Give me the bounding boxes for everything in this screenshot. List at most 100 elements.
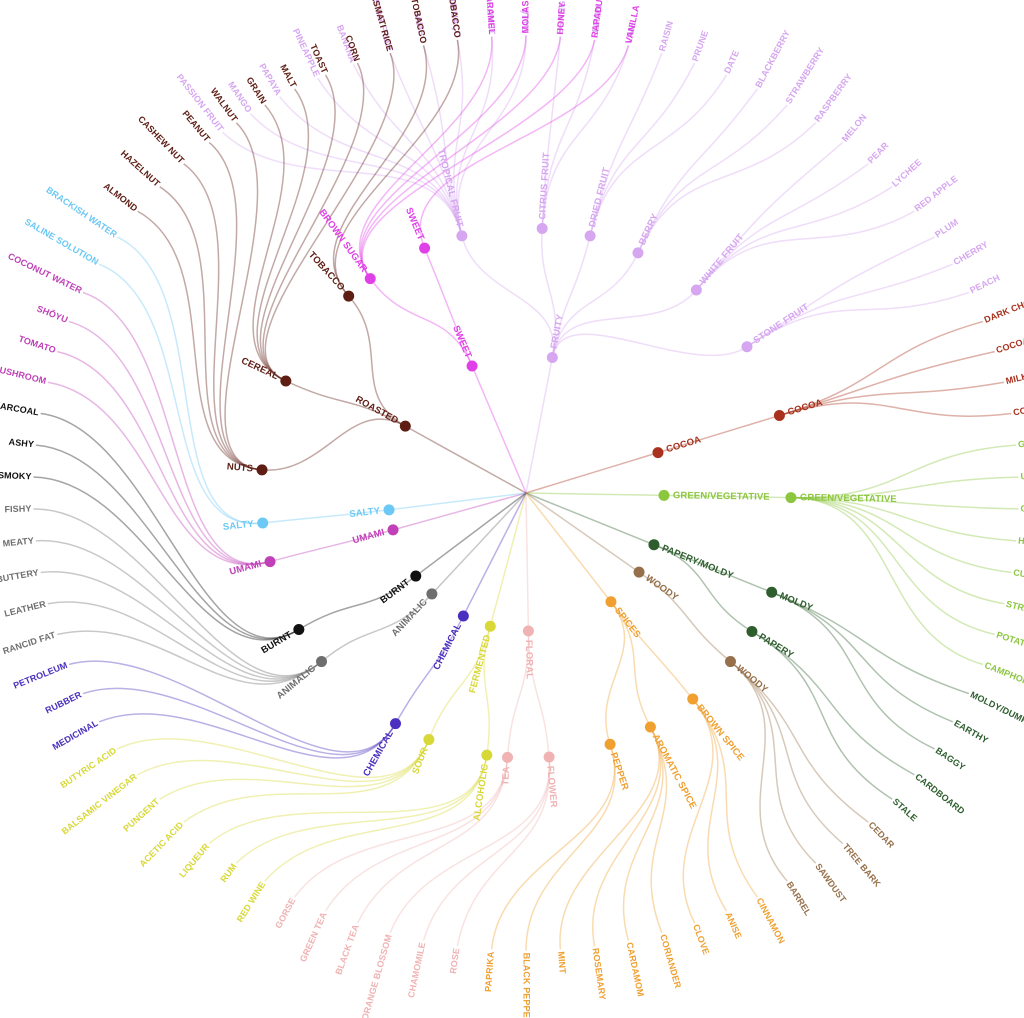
subcategory-label-aromatic-spice: AROMATIC SPICE <box>650 732 699 810</box>
link-tropical-fruit-banana <box>352 64 463 237</box>
leaf-label-cucumber: CUCUMBER <box>1013 567 1024 586</box>
link-white-fruit-lychee <box>695 186 893 291</box>
link-tea-green-tea <box>324 757 509 912</box>
link-green-vegetative-camphor <box>790 496 984 666</box>
node-flower <box>543 751 555 763</box>
leaf-label-molasses: MOLASSES <box>520 0 530 33</box>
link-sour-balsamic-vinegar <box>137 739 430 783</box>
link-roasted <box>404 425 527 494</box>
leaf-label-coconut: COCONUT <box>484 0 497 35</box>
leaf-label-garden-pea: GARDEN PEA <box>1018 433 1024 449</box>
link-fruity-tropical-fruit <box>461 235 555 358</box>
node-sweet <box>419 242 431 254</box>
link-berry-blackberry <box>637 88 758 254</box>
link-green-vegetative-straw <box>790 496 1005 605</box>
leaf-label-black-pepper: BLACK PEPPER <box>522 953 532 1018</box>
link-fruity-white-fruit <box>551 289 697 358</box>
subcategory-label-tobacco: TOBACCO <box>306 250 347 293</box>
leaf-label-petroleum: PETROLEUM <box>12 660 69 691</box>
leaf-label-ashy: ASHY <box>8 437 34 450</box>
link-berry-raspberry <box>637 122 817 254</box>
node-citrus-fruit <box>536 222 548 234</box>
leaf-label-baggy: BAGGY <box>934 745 967 772</box>
leaf-label-rose: ROSE <box>448 947 462 974</box>
leaf-label-pipe-tobacco: PIPE TOBACCO <box>443 0 463 38</box>
link-tobacco-tobacco <box>332 45 428 297</box>
link-green-vegetative-underripe <box>790 476 1019 499</box>
leaf-label-coconut-water: COCONUT WATER <box>6 251 84 296</box>
link-fruity-stone-fruit <box>551 333 748 358</box>
node-dried-fruit <box>584 230 596 242</box>
category-label-salty: SALTY <box>349 505 382 520</box>
link-floral-flower <box>527 630 550 758</box>
link-chemical-rubber <box>82 687 397 756</box>
link-moldy-moldy-dump <box>771 591 970 695</box>
node-tropical-fruit <box>456 230 468 242</box>
leaf-label-milk-chocolate: MILK CHOCOLATE <box>1005 356 1024 386</box>
link-chemical-chemical <box>394 615 465 725</box>
leaf-label-meaty: MEATY <box>2 535 34 548</box>
leaf-label-red-wine: RED WINE <box>235 880 268 924</box>
subcategory-label-salty: SALTY <box>222 519 255 533</box>
link-animalic-fishy <box>33 508 322 677</box>
subcategory-label-brown-spice: BROWN SPICE <box>694 702 746 763</box>
link-animalic-buttery <box>40 570 322 680</box>
leaf-label-cocoa-butter: COCOA BUTTER <box>1012 395 1024 418</box>
link-green-vegetative-potato <box>790 496 995 636</box>
leaf-label-anise: ANISE <box>723 911 744 941</box>
category-label-green-vegetative: GREEN/VEGETATIVE <box>673 490 770 503</box>
link-papery-stale <box>751 630 893 800</box>
link-brown-sugar-honey <box>360 36 562 280</box>
leaf-label-melon: MELON <box>840 112 869 144</box>
link-moldy-earthy <box>771 591 954 723</box>
link-fermented <box>489 492 527 627</box>
link-alcoholic-red-wine <box>264 754 488 882</box>
leaf-label-pungent: PUNGENT <box>121 796 161 834</box>
leaf-label-fishy: FISHY <box>4 503 31 514</box>
subcategory-label-chemical: CHEMICAL <box>361 729 396 779</box>
category-label-chemical: CHEMICAL <box>431 621 464 671</box>
link-stone-fruit-peach <box>746 291 970 348</box>
leaf-label-pear: PEAR <box>866 140 891 166</box>
link-white-fruit-red-apple <box>695 210 915 291</box>
link-sweet-vanilla <box>419 45 630 249</box>
leaf-label-cedar: CEDAR <box>867 820 897 851</box>
leaf-label-charcoal: CHARCOAL <box>0 399 40 418</box>
link-fermented-sour <box>428 626 492 740</box>
leaf-label-rubber: RUBBER <box>44 689 84 715</box>
leaf-label-earthy: EARTHY <box>952 718 990 745</box>
link-pepper-paprika <box>490 744 616 950</box>
link-moldy-baggy <box>771 591 935 750</box>
link-umami-mushroom <box>47 381 271 566</box>
link-roasted-cereal <box>285 380 406 427</box>
node-salty <box>257 517 269 529</box>
leaf-label-strawberry: STRAWBERRY <box>783 45 826 105</box>
link-cocoa-dark-chocolate <box>779 320 984 417</box>
leaf-label-tree-bark: TREE BARK <box>841 841 883 889</box>
link-spices-aromatic-spice <box>610 601 652 728</box>
link-green-vegetative-cucumber <box>790 496 1012 574</box>
subcategory-label-white-fruit: WHITE FRUIT <box>698 232 747 287</box>
node-spices <box>605 596 617 608</box>
link-aromatic-spice-rosemary <box>592 726 662 947</box>
link-berry-strawberry <box>637 104 788 254</box>
link-green-vegetative-green-vegetative <box>663 494 791 499</box>
link-floral <box>525 492 530 631</box>
node-sweet <box>466 360 478 372</box>
node-green-vegetative <box>658 489 670 501</box>
link-nuts-peanut <box>208 141 263 471</box>
node-white-fruit <box>690 284 702 296</box>
node-moldy <box>766 586 778 598</box>
link-animalic-animalic <box>321 593 433 663</box>
link-alcoholic-rum <box>235 754 488 864</box>
node-sour <box>423 734 435 746</box>
link-flower-orange-blossom <box>389 756 551 934</box>
link-woody-sawdust <box>730 660 817 864</box>
leaf-label-herb-like: HERB-LIKE <box>1018 535 1024 550</box>
link-aromatic-spice-mint <box>559 726 660 950</box>
link-umami-coconut-water <box>82 291 271 565</box>
leaf-label-mint: MINT <box>556 951 568 974</box>
link-papery-moldy-moldy <box>653 544 772 593</box>
subcategory-label-sweet: SWEET <box>403 206 426 242</box>
